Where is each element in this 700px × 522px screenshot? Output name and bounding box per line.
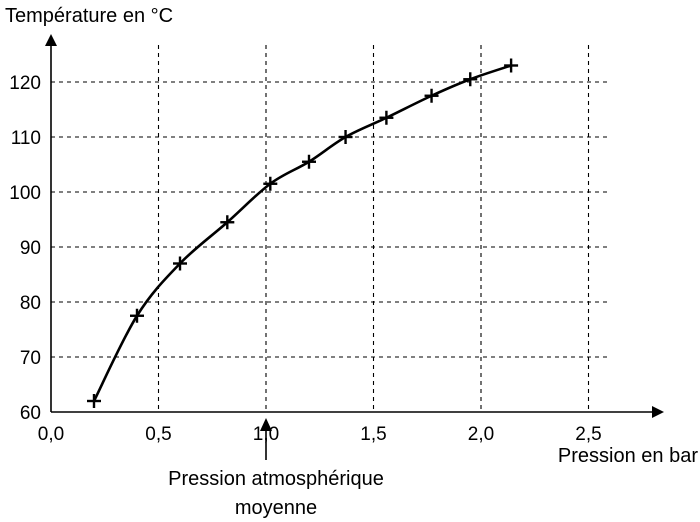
- annotation-arrow-head: [260, 418, 272, 431]
- x-axis-arrow: [652, 406, 664, 418]
- annotation-line-1: Pression atmosphérique: [168, 468, 384, 490]
- data-point: [302, 154, 316, 169]
- data-point: [130, 308, 144, 323]
- y-tick-label: 90: [20, 238, 41, 259]
- fit-curve: [92, 64, 512, 402]
- data-point: [504, 58, 519, 73]
- data-point: [220, 215, 235, 230]
- annotation-line-2: moyenne: [235, 497, 317, 519]
- y-tick-label: 60: [20, 403, 41, 424]
- data-point: [263, 176, 278, 191]
- x-tick-label: 0,0: [38, 424, 64, 445]
- x-tick-label: 1,5: [360, 424, 386, 445]
- grid-lines: [51, 45, 610, 412]
- y-tick-label: 70: [20, 348, 41, 369]
- data-point: [379, 110, 394, 125]
- y-axis-label: Température en °C: [5, 5, 173, 27]
- x-axis-label: Pression en bar: [558, 445, 698, 467]
- y-axis-arrow: [45, 34, 57, 46]
- axes: [45, 34, 664, 418]
- x-tick-label: 0,5: [145, 424, 171, 445]
- y-tick-label: 120: [9, 73, 41, 94]
- y-tick-label: 100: [9, 183, 41, 204]
- x-tick-label: 2,5: [575, 424, 601, 445]
- data-point: [463, 72, 478, 87]
- annotation: Pression atmosphérique moyenne: [168, 418, 384, 519]
- data-point: [173, 256, 187, 271]
- data-point: [338, 130, 353, 144]
- y-tick-label: 80: [20, 293, 41, 314]
- data-point: [424, 88, 439, 103]
- data-markers: [87, 58, 519, 408]
- y-tick-label: 110: [11, 128, 41, 149]
- data-point: [87, 394, 101, 408]
- fit-curve-group: [92, 64, 512, 402]
- x-tick-label: 2,0: [468, 424, 494, 445]
